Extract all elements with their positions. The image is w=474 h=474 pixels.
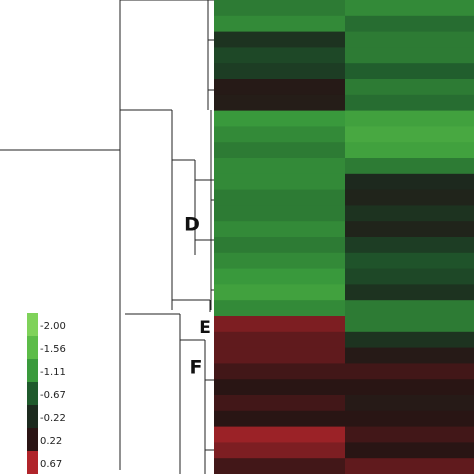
heatmap-cell bbox=[345, 142, 474, 159]
heatmap-cell bbox=[345, 126, 474, 143]
heatmap-cell bbox=[345, 395, 474, 412]
heatmap-cell bbox=[214, 426, 345, 443]
heatmap-cell bbox=[345, 410, 474, 428]
legend-label: -1.56 bbox=[40, 344, 66, 355]
dendro-branch bbox=[119, 109, 214, 470]
dendro-branch bbox=[0, 149, 120, 151]
heatmap-cell bbox=[214, 316, 345, 333]
heatmap-cell bbox=[345, 31, 474, 48]
heatmap-cell bbox=[345, 426, 474, 443]
heatmap-cell bbox=[214, 442, 345, 459]
heatmap-cell bbox=[214, 395, 345, 412]
heatmap-cell bbox=[214, 363, 345, 380]
heatmap-cell bbox=[345, 205, 474, 222]
heatmap-cell bbox=[214, 189, 345, 206]
legend-label: -1.11 bbox=[40, 367, 66, 378]
heatmap-cell bbox=[214, 94, 345, 112]
heatmap-cell bbox=[214, 15, 345, 33]
heatmap-cell bbox=[345, 79, 474, 96]
heatmap-cell bbox=[345, 63, 474, 80]
heatmap-cell bbox=[345, 15, 474, 33]
legend-swatch bbox=[27, 451, 38, 474]
cluster-label: F bbox=[190, 357, 203, 379]
legend-swatch bbox=[27, 405, 38, 428]
heatmap-cell bbox=[214, 379, 345, 396]
heatmap-cell bbox=[214, 410, 345, 428]
legend-label: -2.00 bbox=[40, 321, 66, 332]
heatmap-cell bbox=[345, 110, 474, 127]
heatmap-cell bbox=[345, 284, 474, 301]
heatmap-cell bbox=[345, 158, 474, 175]
heatmap-cell bbox=[345, 300, 474, 317]
heatmap-cell bbox=[214, 205, 345, 222]
legend-swatch bbox=[27, 336, 38, 359]
legend-label: -0.22 bbox=[40, 413, 66, 424]
heatmap-cell bbox=[345, 442, 474, 459]
heatmap-cell bbox=[214, 79, 345, 96]
dendro-branch bbox=[125, 313, 214, 474]
cluster-label: E bbox=[199, 318, 211, 338]
heatmap-cell bbox=[345, 363, 474, 380]
heatmap-cell bbox=[214, 126, 345, 143]
cluster-label: D bbox=[184, 214, 200, 236]
heatmap-cell bbox=[214, 237, 345, 254]
heatmap-cell bbox=[345, 252, 474, 270]
heatmap-cell bbox=[214, 31, 345, 48]
dendro-branch bbox=[119, 0, 214, 150]
dendrogram bbox=[0, 0, 214, 474]
heatmap-cell bbox=[214, 142, 345, 159]
heatmap-cell bbox=[214, 458, 345, 474]
heatmap-cell bbox=[345, 47, 474, 64]
heatmap-cell bbox=[214, 300, 345, 317]
legend-swatch bbox=[27, 428, 38, 451]
dendro-branch bbox=[207, 0, 214, 310]
heatmap-cell bbox=[214, 173, 345, 191]
legend-swatch bbox=[27, 313, 38, 336]
heatmap-cell bbox=[214, 0, 345, 17]
heatmap-cell bbox=[345, 173, 474, 191]
heatmap-cell bbox=[214, 110, 345, 127]
heatmap-cell bbox=[214, 63, 345, 80]
legend-swatch bbox=[27, 382, 38, 405]
heatmap-cell bbox=[345, 316, 474, 333]
legend-label: -0.67 bbox=[40, 390, 66, 401]
heatmap-cell bbox=[345, 221, 474, 238]
heatmap-cell bbox=[214, 158, 345, 175]
heatmap-cell bbox=[214, 47, 345, 64]
legend-swatch bbox=[27, 359, 38, 382]
heatmap-cell bbox=[345, 331, 474, 349]
heatmap-cell bbox=[345, 94, 474, 112]
legend-label: 0.67 bbox=[40, 459, 62, 470]
heatmap-cell bbox=[345, 347, 474, 364]
heatmap-cell bbox=[345, 237, 474, 254]
heatmap-cell bbox=[345, 189, 474, 206]
heatmap-cell bbox=[214, 268, 345, 285]
heatmap-cell bbox=[345, 379, 474, 396]
heatmap-cell bbox=[345, 268, 474, 285]
heatmap-cell bbox=[214, 284, 345, 301]
heatmap-cell bbox=[214, 221, 345, 238]
heatmap-cell bbox=[345, 0, 474, 17]
heatmap-cell bbox=[214, 252, 345, 270]
heatmap-cell bbox=[214, 331, 345, 349]
heatmap-cell bbox=[345, 458, 474, 474]
heatmap-cell bbox=[214, 347, 345, 364]
legend-label: 0.22 bbox=[40, 436, 62, 447]
